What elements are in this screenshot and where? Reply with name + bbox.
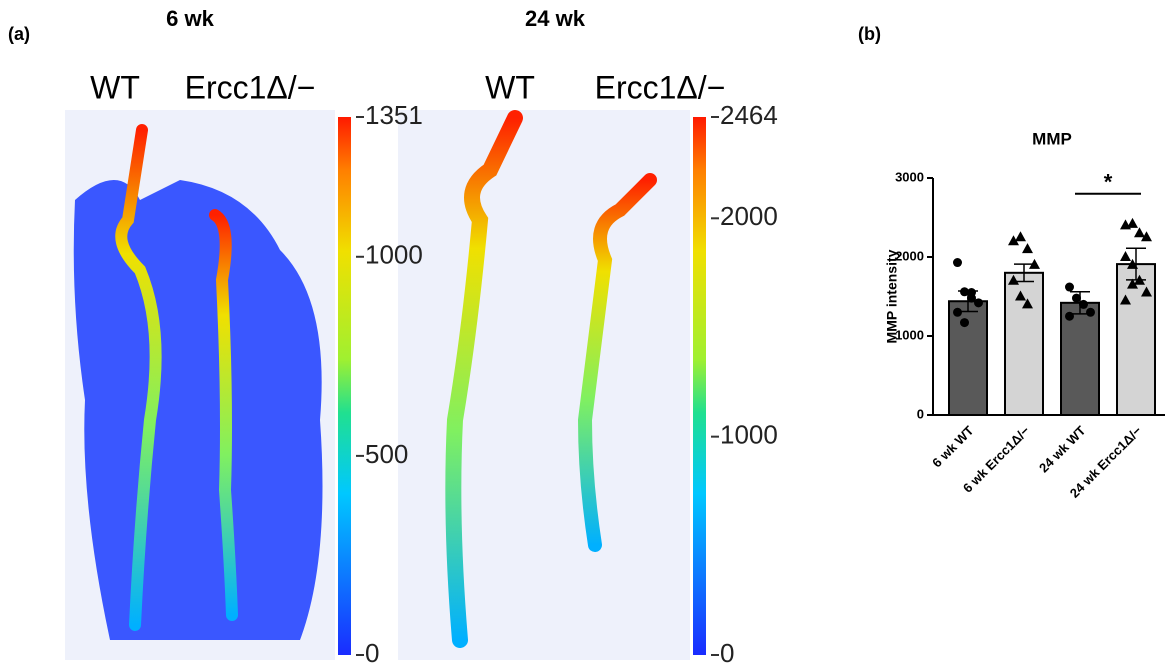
data-point — [1127, 278, 1138, 289]
data-point — [1141, 231, 1152, 242]
bar — [1060, 301, 1100, 417]
image-title: 24 wk — [525, 6, 586, 31]
data-point — [1065, 282, 1074, 292]
data-point — [1022, 298, 1033, 309]
group-label: Ercc1Δ/− — [185, 69, 316, 105]
data-point — [1079, 299, 1088, 309]
data-point — [1008, 235, 1019, 246]
colorbar-tick-label: 1351 — [365, 100, 423, 130]
data-point — [1015, 290, 1026, 301]
colorbar-tick-label: 1000 — [720, 420, 778, 450]
vessel — [115, 124, 162, 631]
colorbar-tick-label: 0 — [365, 638, 379, 665]
data-point — [1120, 294, 1131, 305]
y-axis-label: MMP intensity — [884, 249, 900, 343]
significance-label: * — [1104, 170, 1113, 195]
data-point — [1022, 243, 1033, 254]
vessel — [209, 209, 238, 621]
colorbar-tick-label: 500 — [365, 439, 408, 469]
group-label: WT — [90, 69, 140, 105]
data-point — [974, 298, 983, 308]
image-background — [398, 110, 690, 660]
data-point — [1065, 311, 1074, 321]
x-tick-label: 6 wk WT — [929, 423, 976, 470]
bar — [1004, 271, 1044, 416]
x-tick-label: 24 wk WT — [1036, 423, 1089, 476]
image-title: 6 wk — [166, 6, 214, 31]
vessel — [577, 173, 657, 552]
colorbar-tick-label: 2000 — [720, 201, 778, 231]
y-tick-label: 1000 — [895, 327, 924, 342]
colorbar-tick-label: 2464 — [720, 100, 778, 130]
data-point — [1134, 227, 1145, 238]
error-bar — [958, 290, 978, 313]
bar — [948, 300, 988, 416]
data-point — [1127, 217, 1138, 228]
panel-label: (b) — [858, 24, 881, 44]
data-point — [953, 307, 962, 317]
y-tick-label: 3000 — [895, 169, 924, 184]
data-point — [1015, 231, 1026, 242]
colorbar-tick-label: 1000 — [365, 240, 423, 270]
error-bar — [1070, 291, 1090, 315]
colorbar — [693, 117, 706, 655]
data-point — [1141, 286, 1152, 297]
vessel — [445, 110, 523, 648]
error-bar — [1126, 247, 1146, 281]
data-point — [1086, 307, 1095, 317]
group-label: Ercc1Δ/− — [595, 69, 726, 105]
data-point — [960, 318, 969, 328]
panel-label: (a) — [8, 24, 30, 44]
colorbar-tick-label: 0 — [720, 638, 734, 665]
data-point — [1072, 293, 1081, 303]
y-tick-label: 2000 — [895, 248, 924, 263]
group-label: WT — [485, 69, 535, 105]
bar — [1116, 263, 1156, 416]
data-point — [953, 258, 962, 268]
colorbar — [338, 117, 351, 655]
chart-title: MMP — [1032, 129, 1072, 148]
data-point — [1029, 258, 1040, 269]
y-tick-label: 0 — [917, 406, 924, 421]
error-bar — [1014, 263, 1034, 283]
data-point — [960, 287, 969, 297]
data-point — [1120, 251, 1131, 261]
